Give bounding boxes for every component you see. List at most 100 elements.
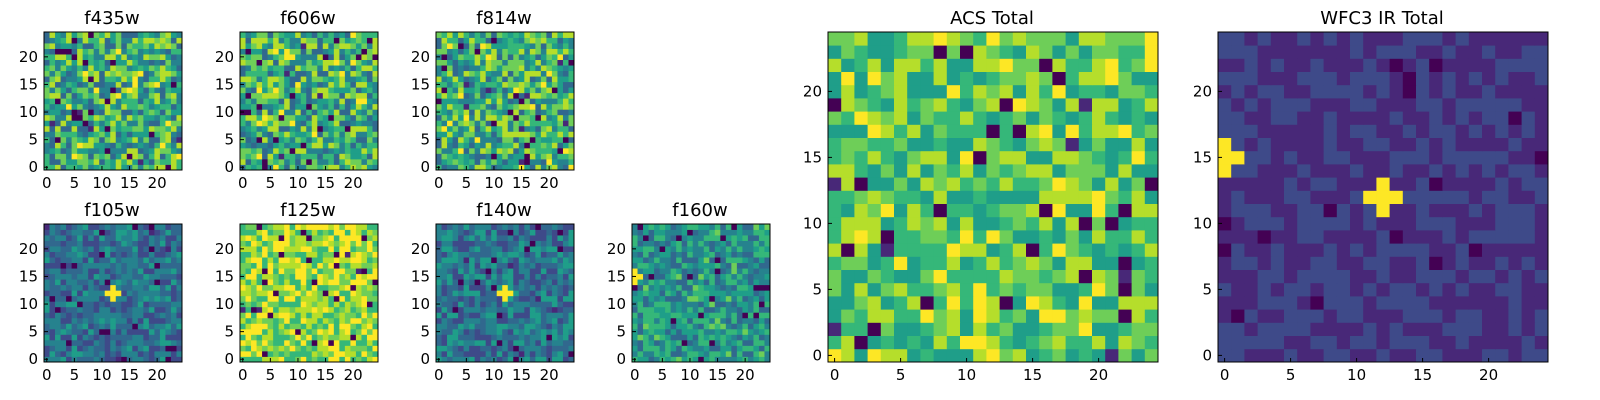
heatmap-cell (344, 235, 351, 241)
heatmap-cell (828, 269, 842, 284)
heatmap-cell (485, 273, 492, 280)
heatmap-cell (452, 59, 459, 66)
heatmap-cell (137, 350, 144, 357)
heatmap-cell (60, 251, 67, 258)
heatmap-cell (361, 48, 368, 55)
heatmap-cell (463, 65, 470, 72)
heatmap-cell (132, 158, 139, 165)
heatmap-cell (245, 103, 252, 110)
heatmap-cell (507, 131, 514, 138)
heatmap-cell (535, 142, 542, 149)
heatmap-cell (480, 224, 487, 230)
heatmap-cell (333, 235, 340, 241)
y-tick-label: 15 (19, 75, 38, 93)
heatmap-cell (115, 37, 122, 44)
heatmap-cell (245, 147, 252, 154)
heatmap-cell (137, 334, 144, 341)
heatmap-cell (867, 164, 882, 178)
heatmap-cell (148, 164, 155, 171)
heatmap-cell (245, 59, 252, 66)
heatmap-cell (518, 257, 525, 264)
heatmap-cell (507, 136, 514, 143)
heatmap-cell (132, 87, 139, 94)
heatmap-cell (88, 103, 95, 110)
heatmap-cell (535, 240, 542, 247)
heatmap-cell (546, 224, 553, 230)
heatmap-cell (355, 235, 362, 241)
heatmap-cell (687, 334, 694, 341)
heatmap-cell (518, 87, 525, 94)
heatmap-cell (469, 246, 476, 252)
heatmap-cell (714, 301, 721, 308)
heatmap-cell (273, 339, 280, 346)
heatmap-cell (747, 339, 754, 346)
heatmap-cell (753, 350, 760, 357)
heatmap-cell (986, 137, 1000, 152)
heatmap-cell (159, 301, 166, 308)
heatmap-cell (245, 70, 252, 77)
heatmap-cell (165, 125, 172, 132)
heatmap-cell (317, 147, 324, 154)
heatmap-cell (256, 235, 263, 241)
heatmap-cell (165, 317, 172, 324)
heatmap-cell (507, 164, 514, 171)
heatmap-cell (436, 158, 442, 165)
heatmap-cell (681, 235, 688, 241)
heatmap-cell (132, 290, 139, 297)
heatmap-cell (452, 240, 459, 247)
heatmap-cell (339, 339, 346, 346)
heatmap-cell (88, 114, 95, 121)
heatmap-cell (306, 279, 313, 286)
heatmap-cell (355, 109, 362, 116)
heatmap-cell (452, 334, 459, 341)
heatmap-cell (854, 137, 868, 152)
heatmap-cell (447, 284, 453, 291)
heatmap-cell (496, 345, 503, 352)
heatmap-cell (458, 81, 464, 88)
heatmap-cell (278, 153, 285, 160)
heatmap-cell (88, 70, 95, 77)
heatmap-cell (77, 323, 84, 330)
heatmap-cell (339, 262, 346, 269)
heatmap-cell (747, 251, 754, 258)
heatmap-cell (60, 345, 67, 352)
heatmap-cell (491, 229, 498, 236)
heatmap-cell (513, 125, 520, 132)
heatmap-cell (562, 59, 569, 66)
heatmap-cell (841, 164, 855, 178)
heatmap-cell (670, 334, 677, 341)
heatmap-cell (322, 323, 329, 330)
heatmap-cell (77, 131, 84, 138)
heatmap-cell (714, 240, 721, 247)
heatmap-cell (441, 345, 448, 352)
heatmap-cell (159, 76, 166, 83)
heatmap-cell (148, 142, 155, 149)
heatmap-cell (366, 59, 373, 66)
heatmap-cell (110, 290, 117, 297)
heatmap-cell (306, 125, 313, 132)
heatmap-cell (121, 356, 128, 363)
heatmap-cell (535, 158, 542, 165)
heatmap-cell (452, 279, 459, 286)
panel-title: f105w (84, 200, 139, 221)
heatmap-cell (350, 103, 357, 110)
heatmap-cell (289, 147, 296, 154)
heatmap-cell (529, 158, 536, 165)
heatmap-cell (469, 98, 476, 105)
heatmap-cell (143, 125, 150, 132)
heatmap-cell (137, 323, 144, 330)
heatmap-cell (854, 203, 868, 218)
heatmap-cell (458, 317, 464, 324)
heatmap-cell (251, 251, 257, 258)
heatmap-cell (562, 120, 569, 127)
heatmap-cell (110, 251, 117, 258)
heatmap-cell (77, 334, 84, 341)
heatmap-cell (474, 37, 481, 44)
heatmap-cell (1131, 256, 1146, 270)
heatmap-cell (322, 43, 329, 49)
heatmap-cell (273, 98, 280, 105)
heatmap-cell (44, 153, 50, 160)
heatmap-cell (463, 257, 470, 264)
heatmap-cell (366, 120, 373, 127)
heatmap-cell (502, 328, 509, 335)
